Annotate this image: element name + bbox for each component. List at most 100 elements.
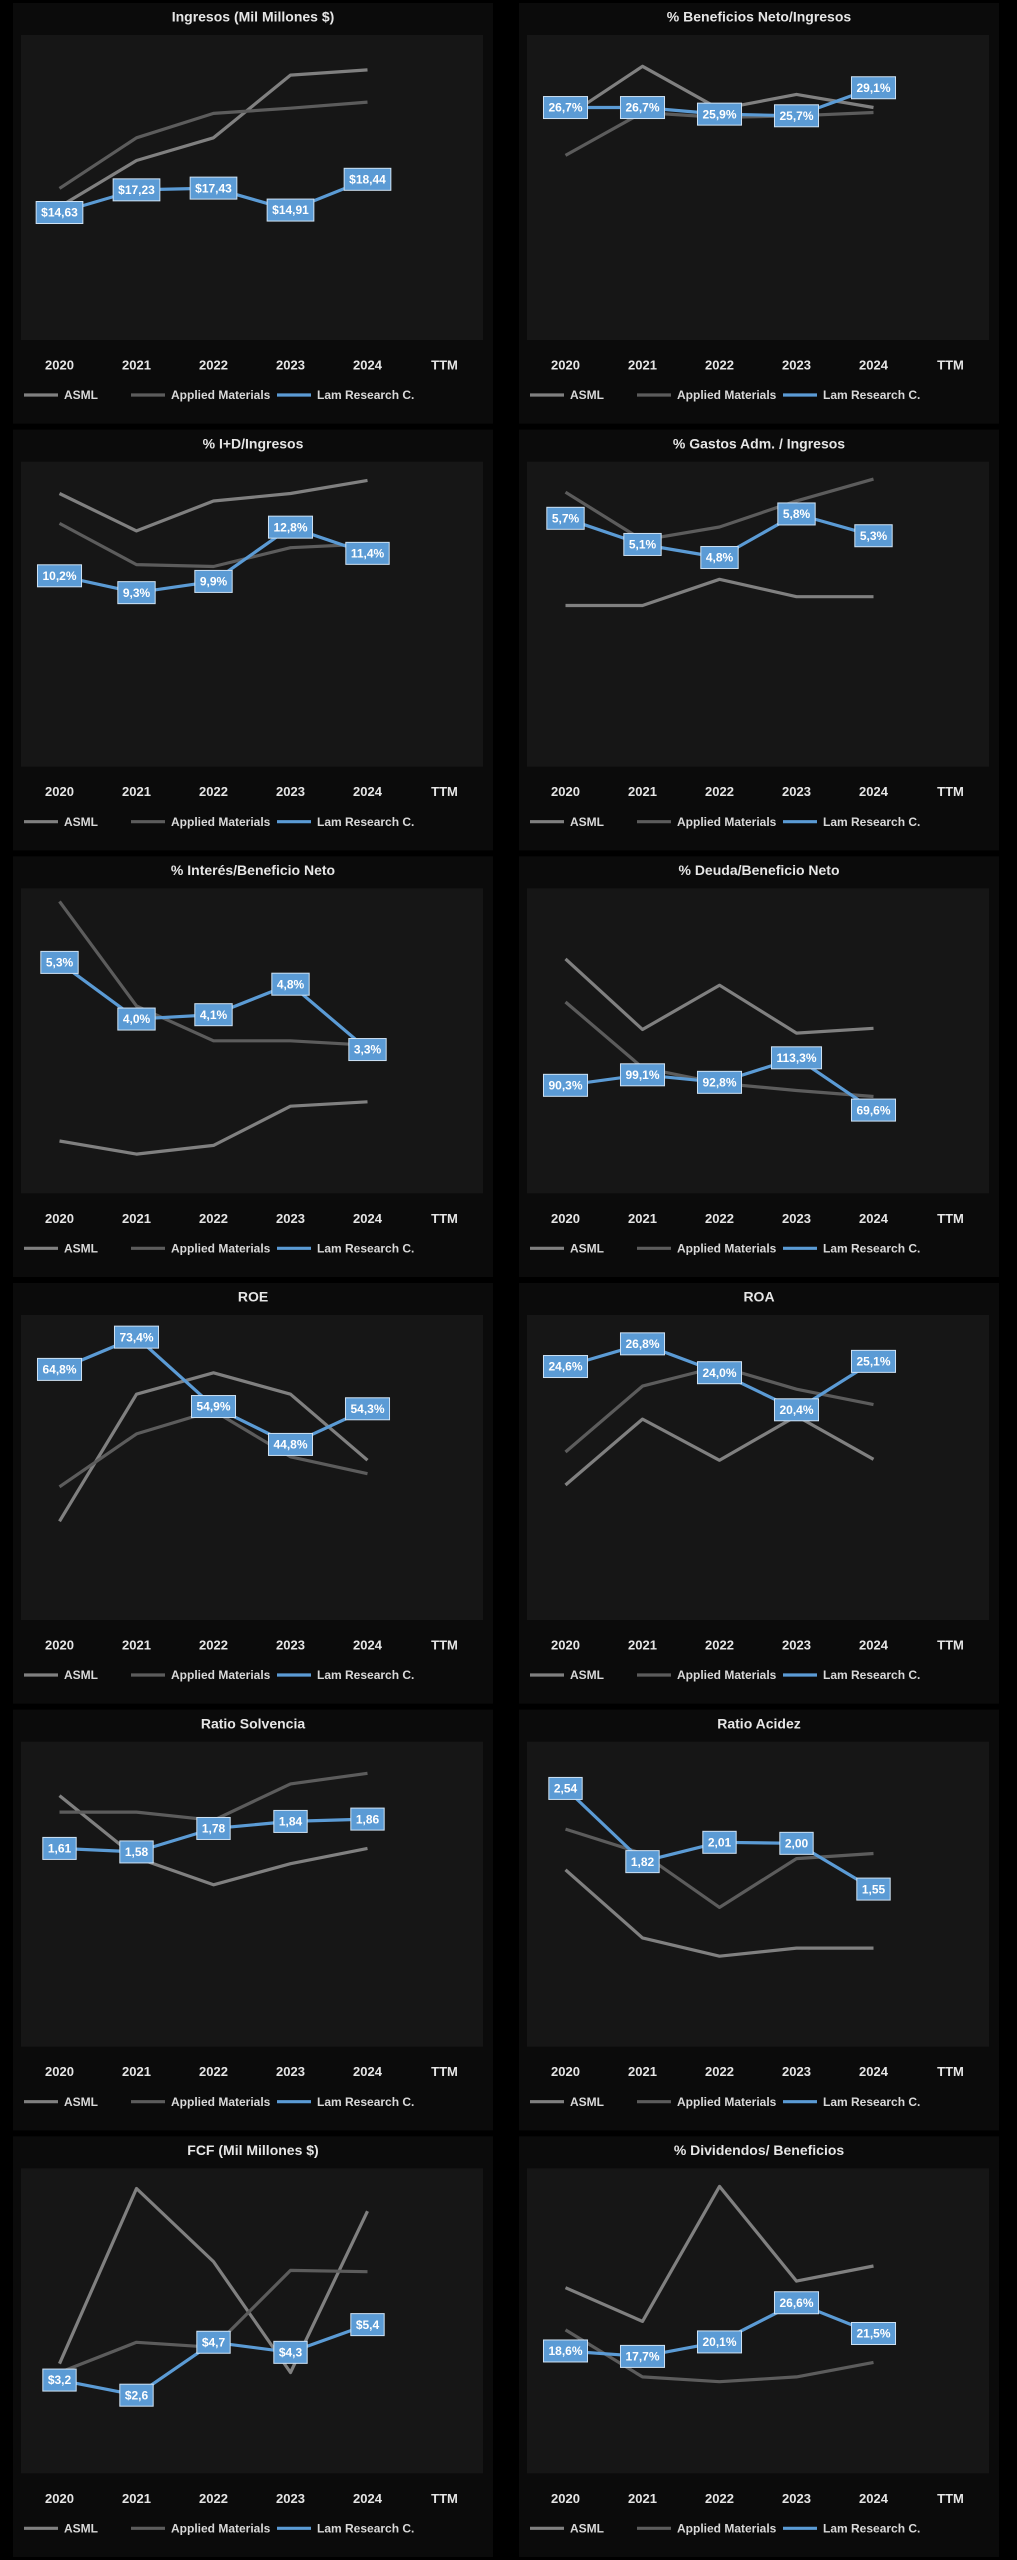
data-label: 21,5% xyxy=(856,2327,890,2341)
plot-area xyxy=(527,888,989,1194)
legend-label: Applied Materials xyxy=(677,815,777,829)
x-tick-label: 2023 xyxy=(276,1637,305,1652)
data-label: 29,1% xyxy=(856,81,890,95)
series-line xyxy=(58,1371,369,1523)
x-tick-label: 2022 xyxy=(199,784,228,799)
data-label-box xyxy=(770,1046,823,1070)
legend-label: ASML xyxy=(570,1668,604,1682)
x-tick-label: 2024 xyxy=(859,2064,889,2079)
x-tick-label: 2020 xyxy=(45,2064,74,2079)
data-label: 54,9% xyxy=(196,1400,230,1414)
x-tick-label: 2022 xyxy=(199,2491,228,2506)
x-tick-label: 2021 xyxy=(122,2491,151,2506)
data-label: $14,63 xyxy=(41,206,78,220)
data-label: 5,3% xyxy=(860,529,888,543)
x-tick-label: 2023 xyxy=(276,784,305,799)
data-label-box xyxy=(350,1807,385,1831)
data-label-box xyxy=(196,2330,231,2354)
x-tick-label: 2024 xyxy=(353,2491,383,2506)
legend-label: Applied Materials xyxy=(171,1242,271,1256)
data-label-box xyxy=(271,972,310,996)
x-tick-label: 2021 xyxy=(628,784,657,799)
series-line xyxy=(564,477,874,542)
x-tick-label: 2020 xyxy=(551,1637,580,1652)
x-tick-label: 2022 xyxy=(705,2491,734,2506)
x-tick-label: 2020 xyxy=(551,784,580,799)
series-line xyxy=(565,577,874,608)
series-line xyxy=(564,957,874,1035)
data-label-box xyxy=(542,2339,589,2363)
x-tick-label: 2023 xyxy=(276,1211,305,1226)
legend-label: Lam Research C. xyxy=(317,815,414,829)
chart-panel: % Interés/Beneficio Neto 2020 2021 2022 2023… xyxy=(13,856,493,1277)
x-tick-label: 2020 xyxy=(551,2491,580,2506)
data-label: 26,7% xyxy=(548,101,582,115)
data-label: 113,3% xyxy=(776,1051,816,1065)
data-label-box xyxy=(696,1361,743,1385)
data-label: 12,8% xyxy=(273,520,307,534)
data-label-box xyxy=(542,1073,589,1097)
chart-panel: FCF (Mil Millones $) 2020 2021 2022 2023 2024… xyxy=(13,2136,493,2557)
data-label-box xyxy=(777,502,816,526)
data-label-box xyxy=(266,198,315,222)
data-label-box xyxy=(190,1395,237,1419)
chart-title: Ratio Acidez xyxy=(717,1715,801,1731)
data-label: 1,86 xyxy=(356,1812,380,1826)
chart-title: Ratio Solvencia xyxy=(201,1715,305,1731)
data-label-box xyxy=(117,581,156,605)
x-tick-label: 2020 xyxy=(551,2064,580,2079)
series-line xyxy=(59,1100,368,1156)
plot-area xyxy=(527,1315,989,1620)
x-tick-label: 2020 xyxy=(45,357,74,372)
x-tick-label: TTM xyxy=(431,784,458,799)
chart-title: % Dividendos/ Beneficios xyxy=(674,2142,845,2158)
data-label-box xyxy=(348,1038,387,1062)
x-tick-label: 2022 xyxy=(705,1211,734,1226)
data-label: 1,82 xyxy=(631,1855,655,1869)
data-label-box xyxy=(42,1836,77,1860)
x-tick-label: 2024 xyxy=(859,357,889,372)
legend-label: Applied Materials xyxy=(171,815,271,829)
legend-label: Lam Research C. xyxy=(823,388,920,402)
chart-title: ROA xyxy=(743,1289,774,1305)
data-label: 92,8% xyxy=(702,1076,736,1090)
x-tick-label: 2021 xyxy=(628,1637,657,1652)
data-label-box xyxy=(625,1850,660,1874)
x-tick-label: 2020 xyxy=(45,2491,74,2506)
series-line xyxy=(58,68,368,209)
series-line xyxy=(564,2184,874,2323)
data-label: 99,1% xyxy=(625,1068,659,1082)
legend-label: Lam Research C. xyxy=(317,388,414,402)
x-tick-label: 2022 xyxy=(199,2064,228,2079)
legend-label: Applied Materials xyxy=(677,2095,777,2109)
chart-title: % Gastos Adm. / Ingresos xyxy=(673,435,845,451)
x-tick-label: 2023 xyxy=(782,1211,811,1226)
x-tick-label: TTM xyxy=(431,357,458,372)
chart-panel: % I+D/Ingresos 2020 2021 2022 2023 2024 TTM 10,… xyxy=(13,429,493,851)
series-line xyxy=(564,1868,874,1958)
x-tick-label: 2020 xyxy=(45,1637,74,1652)
x-tick-label: 2024 xyxy=(353,357,383,372)
data-label-box xyxy=(850,2321,897,2345)
data-label: 64,8% xyxy=(42,1363,76,1377)
data-label-box xyxy=(850,1349,897,1373)
data-label-box xyxy=(36,564,83,588)
chart-panel: % Deuda/Beneficio Neto 2020 2021 2022 2023 20… xyxy=(519,856,999,1277)
data-label: 1,55 xyxy=(862,1882,886,1896)
data-label: 9,3% xyxy=(123,586,151,600)
legend-label: Lam Research C. xyxy=(317,2522,414,2536)
data-label-box xyxy=(344,1397,391,1421)
series-line xyxy=(564,2328,874,2384)
chart-title: % I+D/Ingresos xyxy=(203,435,304,451)
data-label: 24,6% xyxy=(548,1360,582,1374)
data-label-box xyxy=(850,1098,897,1122)
legend-label: ASML xyxy=(64,388,98,402)
data-label: $2,6 xyxy=(125,2388,149,2402)
data-label-box xyxy=(40,950,79,974)
legend-label: ASML xyxy=(64,815,98,829)
x-tick-label: TTM xyxy=(937,2064,964,2079)
chart-title: % Interés/Beneficio Neto xyxy=(171,862,335,878)
data-label-box xyxy=(267,1432,314,1456)
data-label: $14,91 xyxy=(272,203,309,217)
series-line xyxy=(58,521,368,569)
